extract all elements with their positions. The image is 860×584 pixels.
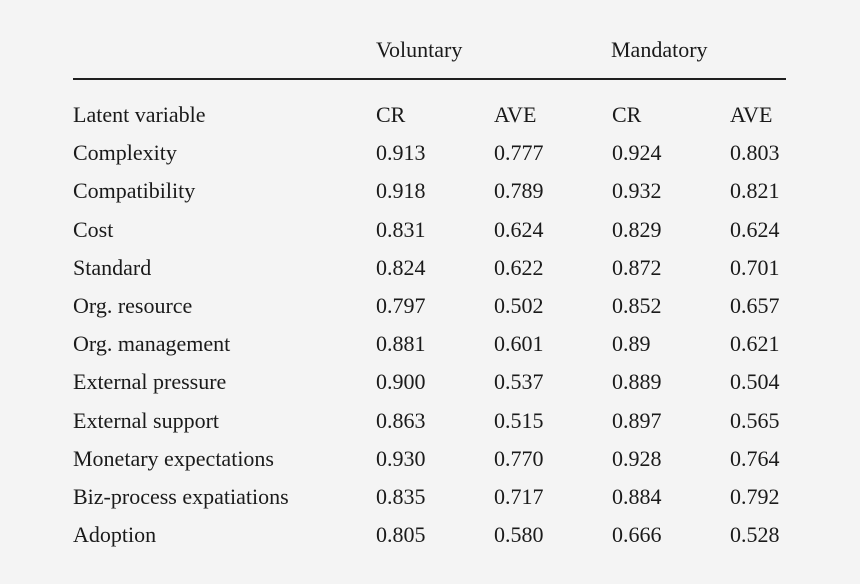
cell-voluntary-ave: 0.580 xyxy=(494,522,544,548)
column-header-latent-variable: Latent variable xyxy=(73,102,206,128)
table-row: Compatibility 0.918 0.789 0.932 0.821 xyxy=(73,172,786,210)
cell-voluntary-ave: 0.770 xyxy=(494,445,544,471)
cell-voluntary-ave: 0.789 xyxy=(494,178,544,204)
cell-voluntary-ave: 0.622 xyxy=(494,254,544,280)
table-row: Biz-process expatiations 0.835 0.717 0.884 0… xyxy=(73,478,786,516)
cell-mandatory-cr: 0.889 xyxy=(612,369,662,395)
cell-mandatory-ave: 0.701 xyxy=(730,254,780,280)
cell-latent-variable: Standard xyxy=(73,254,152,280)
cell-mandatory-ave: 0.624 xyxy=(730,216,780,242)
table-row: Monetary expectations 0.930 0.770 0.928 0.76… xyxy=(73,440,786,478)
cell-mandatory-ave: 0.657 xyxy=(730,293,780,319)
cell-voluntary-ave: 0.502 xyxy=(494,293,544,319)
table-row: Cost 0.831 0.624 0.829 0.624 xyxy=(73,211,786,249)
table-row: Standard 0.824 0.622 0.872 0.701 xyxy=(73,249,786,287)
header-rule xyxy=(73,78,786,80)
cell-voluntary-cr: 0.930 xyxy=(376,445,426,471)
cell-mandatory-ave: 0.504 xyxy=(730,369,780,395)
table-row: Org. resource 0.797 0.502 0.852 0.657 xyxy=(73,287,786,325)
cell-latent-variable: External support xyxy=(73,407,220,433)
cell-mandatory-ave: 0.764 xyxy=(730,445,780,471)
cell-voluntary-cr: 0.824 xyxy=(376,254,426,280)
cell-latent-variable: Cost xyxy=(73,216,114,242)
cell-voluntary-ave: 0.601 xyxy=(494,331,544,357)
table-row: Adoption 0.805 0.580 0.666 0.528 xyxy=(73,516,786,554)
cell-voluntary-cr: 0.913 xyxy=(376,140,426,166)
cell-latent-variable: Org. management xyxy=(73,331,231,357)
cell-voluntary-cr: 0.831 xyxy=(376,216,426,242)
table-body: Complexity 0.913 0.777 0.924 0.803 Compatibil… xyxy=(73,134,786,554)
cell-mandatory-ave: 0.792 xyxy=(730,483,780,509)
cell-voluntary-cr: 0.805 xyxy=(376,522,426,548)
cell-latent-variable: External pressure xyxy=(73,369,227,395)
cell-mandatory-ave: 0.528 xyxy=(730,522,780,548)
cell-latent-variable: Complexity xyxy=(73,140,177,166)
column-header-voluntary-cr: CR xyxy=(376,102,406,128)
table-row: Complexity 0.913 0.777 0.924 0.803 xyxy=(73,134,786,172)
cell-latent-variable: Monetary expectations xyxy=(73,445,274,471)
cell-mandatory-cr: 0.852 xyxy=(612,293,662,319)
reliability-table: Latent variable CR AVE CR AVE Complexity… xyxy=(73,96,786,554)
cell-voluntary-ave: 0.777 xyxy=(494,140,544,166)
cell-mandatory-cr: 0.829 xyxy=(612,216,662,242)
cell-mandatory-cr: 0.928 xyxy=(612,445,662,471)
table-row: Org. management 0.881 0.601 0.89 0.621 xyxy=(73,325,786,363)
cell-latent-variable: Compatibility xyxy=(73,178,196,204)
cell-mandatory-ave: 0.803 xyxy=(730,140,780,166)
table-row: External pressure 0.900 0.537 0.889 0.504 xyxy=(73,363,786,401)
cell-voluntary-ave: 0.515 xyxy=(494,407,544,433)
cell-voluntary-ave: 0.537 xyxy=(494,369,544,395)
cell-mandatory-cr: 0.872 xyxy=(612,254,662,280)
cell-voluntary-ave: 0.717 xyxy=(494,483,544,509)
group-header-mandatory: Mandatory xyxy=(611,37,708,62)
cell-mandatory-cr: 0.666 xyxy=(612,522,662,548)
cell-latent-variable: Biz-process expatiations xyxy=(73,483,289,509)
cell-voluntary-cr: 0.900 xyxy=(376,369,426,395)
cell-mandatory-cr: 0.924 xyxy=(612,140,662,166)
cell-mandatory-cr: 0.897 xyxy=(612,407,662,433)
cell-voluntary-cr: 0.881 xyxy=(376,331,426,357)
cell-voluntary-cr: 0.835 xyxy=(376,483,426,509)
cell-mandatory-ave: 0.821 xyxy=(730,178,780,204)
table-row: External support 0.863 0.515 0.897 0.565 xyxy=(73,402,786,440)
cell-mandatory-cr: 0.884 xyxy=(612,483,662,509)
cell-voluntary-cr: 0.863 xyxy=(376,407,426,433)
cell-voluntary-ave: 0.624 xyxy=(494,216,544,242)
cell-mandatory-ave: 0.565 xyxy=(730,407,780,433)
cell-mandatory-cr: 0.89 xyxy=(612,331,651,357)
column-header-mandatory-ave: AVE xyxy=(730,102,773,128)
cell-voluntary-cr: 0.797 xyxy=(376,293,426,319)
cell-latent-variable: Adoption xyxy=(73,522,157,548)
cell-mandatory-cr: 0.932 xyxy=(612,178,662,204)
column-header-mandatory-cr: CR xyxy=(612,102,642,128)
group-header-voluntary: Voluntary xyxy=(376,37,463,62)
cell-voluntary-cr: 0.918 xyxy=(376,178,426,204)
column-header-voluntary-ave: AVE xyxy=(494,102,537,128)
cell-latent-variable: Org. resource xyxy=(73,293,193,319)
table-header-row: Latent variable CR AVE CR AVE xyxy=(73,96,786,134)
cell-mandatory-ave: 0.621 xyxy=(730,331,780,357)
